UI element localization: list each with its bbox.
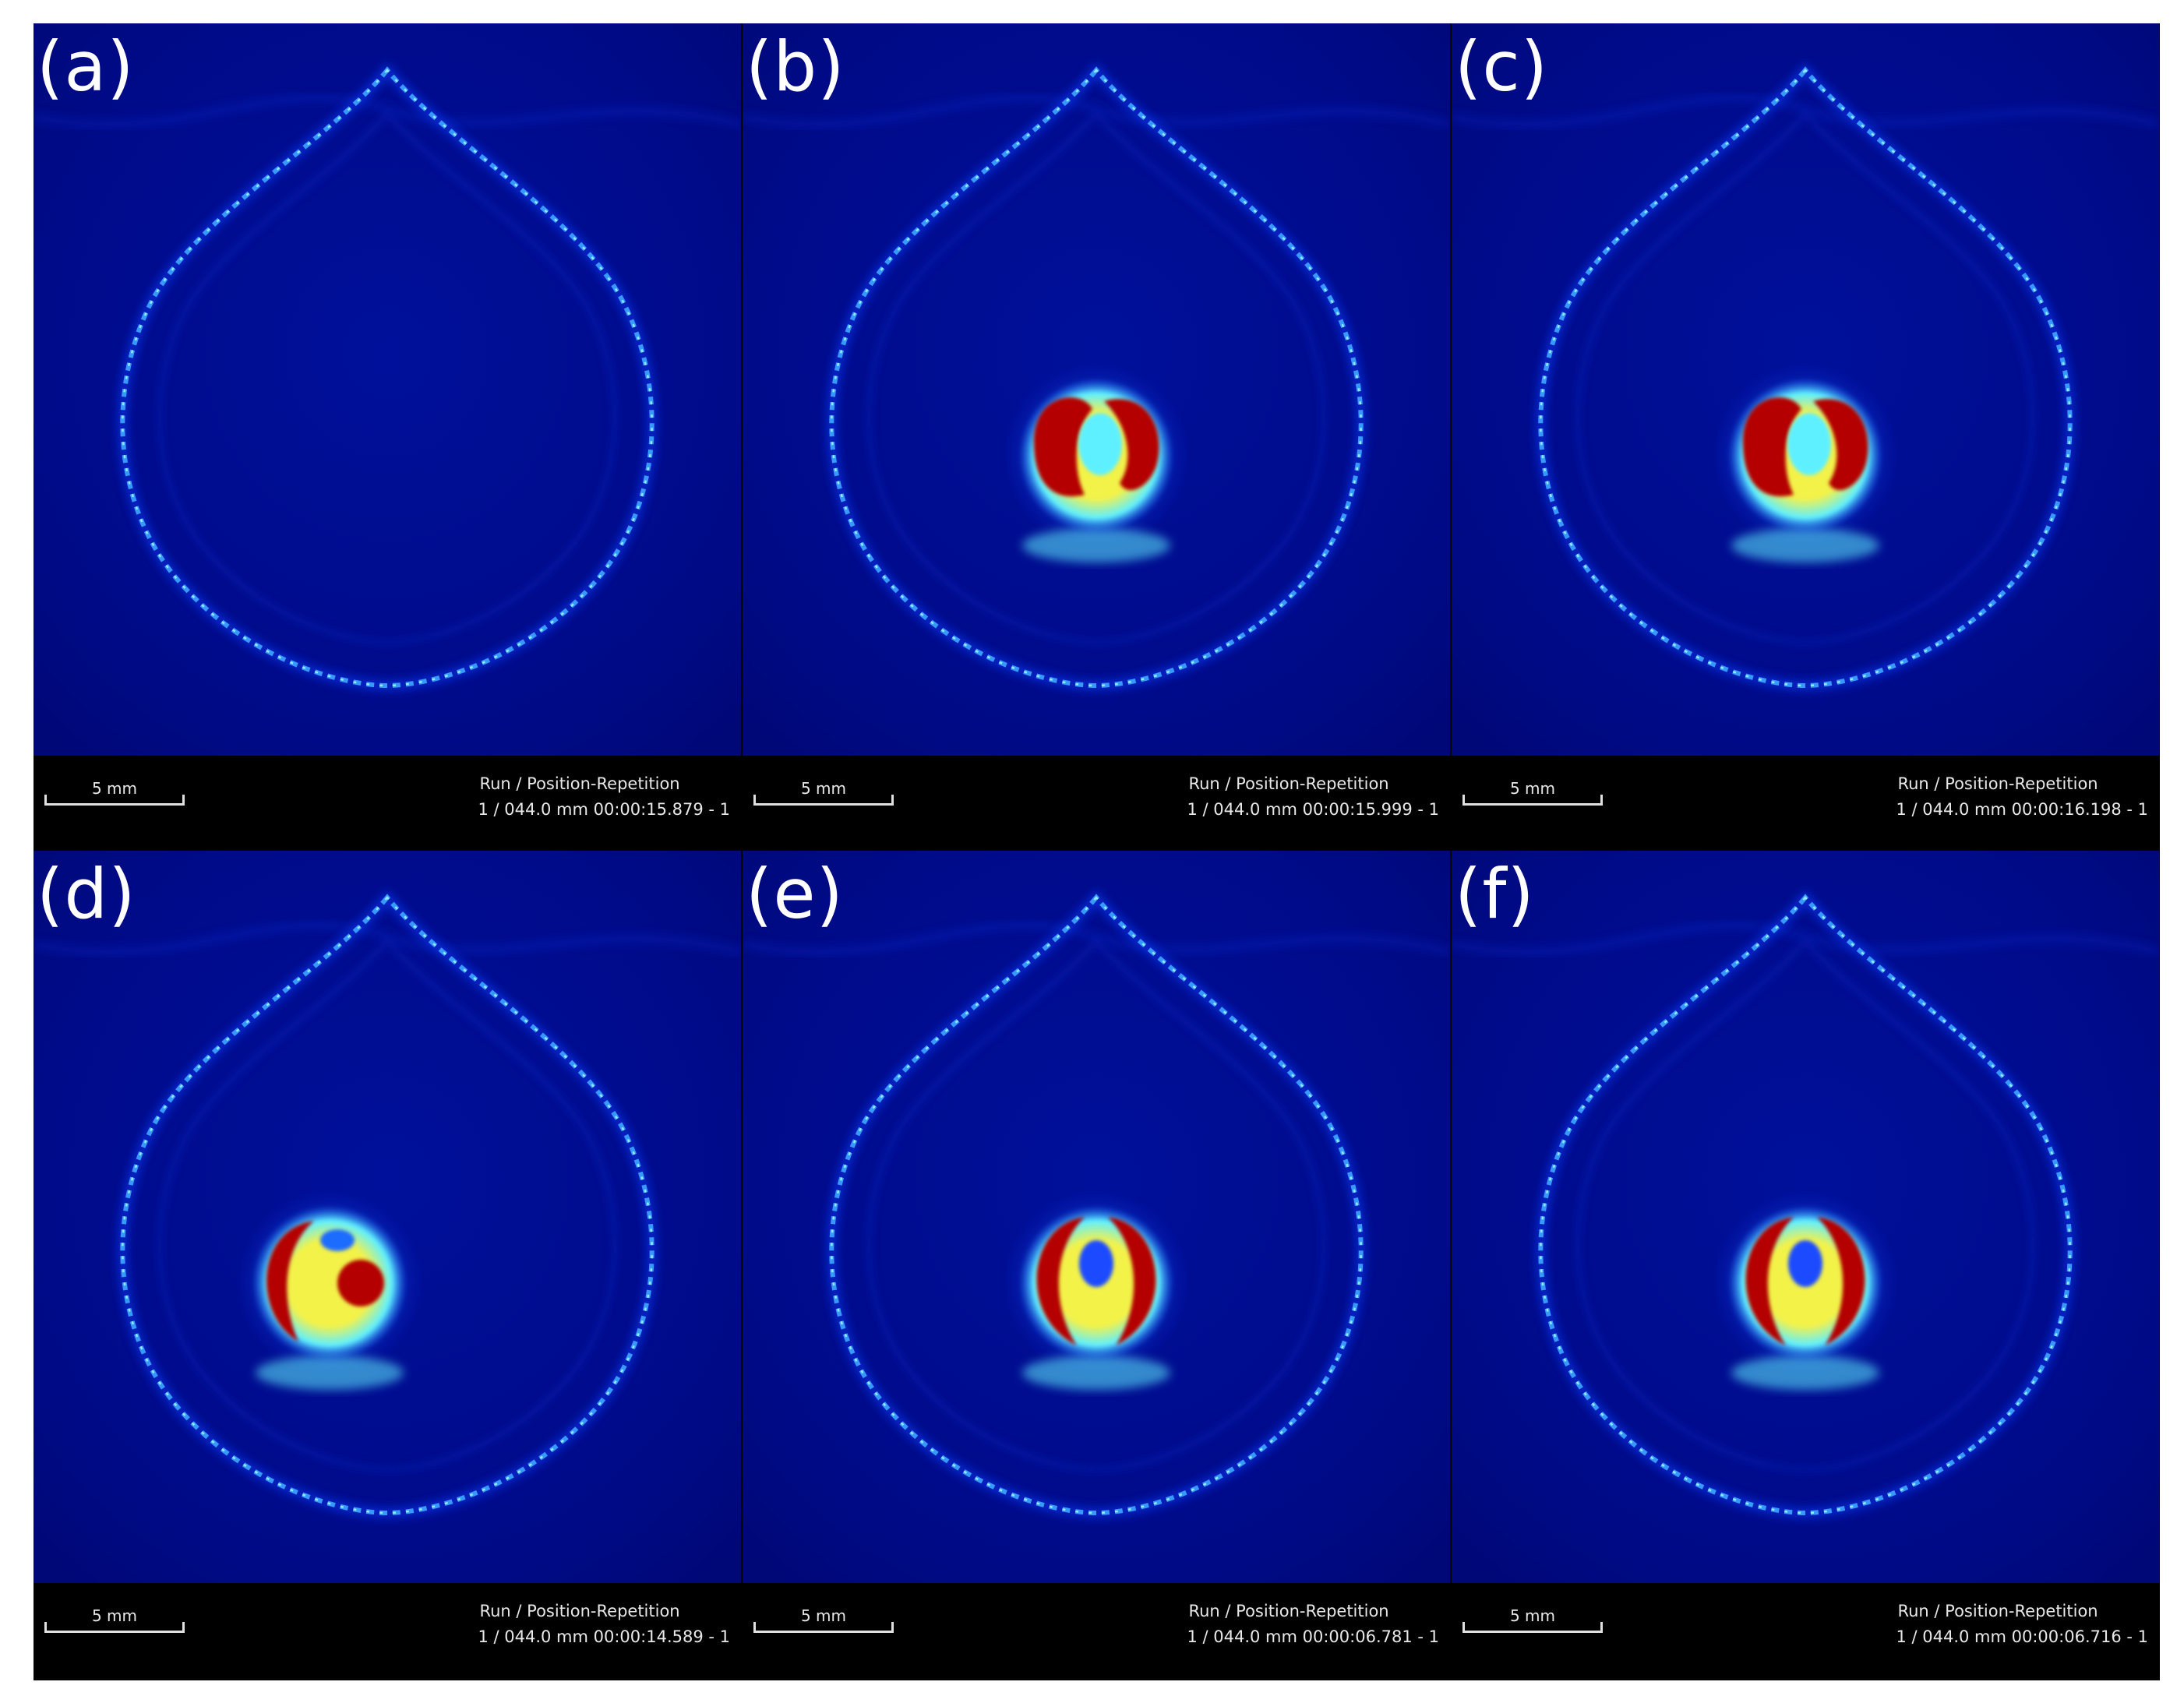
panel-label: (a)	[37, 26, 135, 107]
inner-wall	[1575, 936, 2036, 1473]
panel-label: (f)	[1455, 854, 1535, 934]
panel-c: (c) 5 mm Run / Position-Repetition 1 / 0…	[1452, 23, 2159, 843]
scale-bar: 5 mm	[753, 781, 894, 806]
acquisition-info: Run / Position-Repetition 1 / 044.0 mm 0…	[1896, 771, 2148, 823]
inclusion-streak	[1022, 1356, 1170, 1390]
cool-center	[1787, 413, 1831, 475]
ring-arc-right	[1817, 1217, 1865, 1345]
ring-arc-right	[1108, 1217, 1156, 1345]
scale-bar: 5 mm	[1462, 781, 1603, 806]
scale-bar-label: 5 mm	[1509, 779, 1556, 798]
image-background	[34, 23, 741, 756]
figure-grid: (a) 5 mm Run / Position-Repetition 1 / 0…	[34, 23, 2160, 1680]
inner-wall	[157, 936, 618, 1473]
acquisition-title: Run / Position-Repetition	[1897, 774, 2098, 793]
inner-wall	[866, 936, 1327, 1473]
scale-bar: 5 mm	[753, 1608, 894, 1633]
outline-speckle	[829, 894, 1364, 1516]
inclusion-streak	[1022, 528, 1170, 562]
acquisition-value: 1 / 044.0 mm 00:00:06.716 - 1	[1896, 1627, 2148, 1646]
scale-bar: 5 mm	[1462, 1608, 1603, 1633]
scale-bar-line	[1462, 1622, 1603, 1633]
scale-bar: 5 mm	[44, 781, 185, 806]
acquisition-value: 1 / 044.0 mm 00:00:15.879 - 1	[478, 800, 730, 819]
panel-a: (a) 5 mm Run / Position-Repetition 1 / 0…	[34, 23, 741, 843]
scale-bar-label: 5 mm	[800, 1606, 847, 1625]
acquisition-title: Run / Position-Repetition	[1897, 1602, 2098, 1620]
scale-bar-line	[753, 795, 894, 806]
inclusion-streak	[1731, 528, 1879, 562]
panel-label: (c)	[1455, 26, 1549, 107]
inner-wall	[1575, 108, 2036, 646]
acquisition-value: 1 / 044.0 mm 00:00:14.589 - 1	[478, 1627, 730, 1646]
scale-bar-line	[753, 1622, 894, 1633]
acquisition-info: Run / Position-Repetition 1 / 044.0 mm 0…	[1187, 771, 1439, 823]
info-bar: 5 mm Run / Position-Repetition 1 / 044.0…	[34, 1583, 741, 1670]
panel-label: (d)	[37, 854, 136, 934]
scale-bar-label: 5 mm	[91, 1606, 138, 1625]
acquisition-value: 1 / 044.0 mm 00:00:15.999 - 1	[1187, 800, 1439, 819]
acquisition-value: 1 / 044.0 mm 00:00:16.198 - 1	[1896, 800, 2148, 819]
dark-center	[1079, 1240, 1113, 1287]
info-bar: 5 mm Run / Position-Repetition 1 / 044.0…	[743, 756, 1450, 843]
panel-b: (b) 5 mm Run / Position-Repetition 1 / 0…	[743, 23, 1450, 843]
inner-wall	[157, 108, 618, 646]
outline-speckle	[829, 66, 1364, 689]
panel-image	[743, 23, 1450, 756]
outline-speckle	[120, 66, 654, 689]
panel-image	[1452, 851, 2159, 1583]
acquisition-title: Run / Position-Repetition	[479, 1602, 680, 1620]
scale-bar-line	[44, 1622, 185, 1633]
hot-region-left	[1033, 397, 1092, 497]
info-bar: 5 mm Run / Position-Repetition 1 / 044.0…	[1452, 756, 2159, 843]
panel-label: (e)	[746, 854, 844, 934]
panel-image	[743, 851, 1450, 1583]
outline-speckle	[1538, 66, 2073, 689]
info-bar: 5 mm Run / Position-Repetition 1 / 044.0…	[1452, 1583, 2159, 1670]
panel-image	[1452, 23, 2159, 756]
outline-speckle	[120, 894, 654, 1516]
scale-bar-line	[1462, 795, 1603, 806]
cool-notch	[320, 1229, 355, 1251]
hot-spot-right	[337, 1260, 384, 1306]
ring-arc-left	[1745, 1217, 1794, 1345]
scale-bar-label: 5 mm	[1509, 1606, 1556, 1625]
acquisition-title: Run / Position-Repetition	[1188, 1602, 1389, 1620]
scale-bar-label: 5 mm	[800, 779, 847, 798]
scale-bar: 5 mm	[44, 1608, 185, 1633]
hot-region-left	[1742, 397, 1801, 497]
cool-center	[1078, 413, 1122, 475]
outline-speckle	[1538, 894, 2073, 1516]
dark-center	[1788, 1240, 1822, 1287]
panel-image	[34, 23, 741, 756]
panel-d: (d) 5 mm Run / Position-Repetition 1 / 0…	[34, 851, 741, 1670]
acquisition-info: Run / Position-Repetition 1 / 044.0 mm 0…	[478, 771, 730, 823]
scale-bar-label: 5 mm	[91, 779, 138, 798]
acquisition-title: Run / Position-Repetition	[479, 774, 680, 793]
acquisition-info: Run / Position-Repetition 1 / 044.0 mm 0…	[478, 1599, 730, 1650]
hot-crescent-left	[266, 1221, 314, 1342]
info-bar: 5 mm Run / Position-Repetition 1 / 044.0…	[743, 1583, 1450, 1670]
panel-f: (f) 5 mm Run / Position-Repetition 1 / 0…	[1452, 851, 2159, 1670]
hot-region-right	[1813, 399, 1868, 491]
panel-e: (e) 5 mm Run / Position-Repetition 1 / 0…	[743, 851, 1450, 1670]
acquisition-value: 1 / 044.0 mm 00:00:06.781 - 1	[1187, 1627, 1439, 1646]
ring-arc-left	[1036, 1217, 1085, 1345]
acquisition-info: Run / Position-Repetition 1 / 044.0 mm 0…	[1896, 1599, 2148, 1650]
inner-wall	[866, 108, 1327, 646]
scale-bar-line	[44, 795, 185, 806]
acquisition-title: Run / Position-Repetition	[1188, 774, 1389, 793]
hot-region-right	[1104, 399, 1159, 491]
inclusion-streak	[1731, 1356, 1879, 1390]
info-bar: 5 mm Run / Position-Repetition 1 / 044.0…	[34, 756, 741, 843]
panel-label: (b)	[746, 26, 845, 107]
acquisition-info: Run / Position-Repetition 1 / 044.0 mm 0…	[1187, 1599, 1439, 1650]
inclusion-streak	[256, 1356, 404, 1390]
panel-image	[34, 851, 741, 1583]
